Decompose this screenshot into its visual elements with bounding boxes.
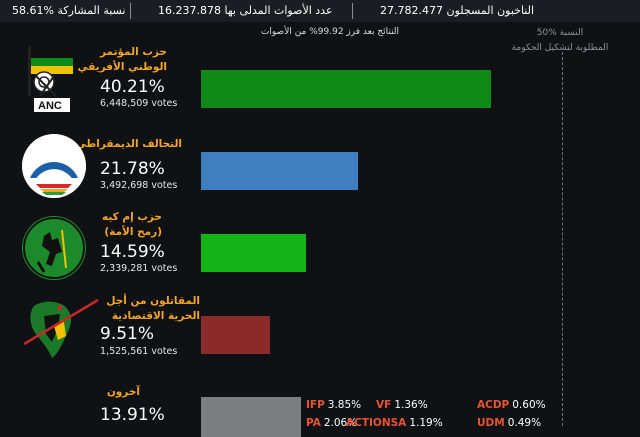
- threshold-label-line2: المطلوبة لتشكيل الحكومة: [511, 43, 609, 53]
- others-item: UDM 0.49%: [477, 417, 541, 429]
- others-item-value: 0.60%: [512, 399, 546, 411]
- party-name-line: المقاتلون من أجل: [106, 295, 200, 307]
- mk-logo: [22, 216, 86, 280]
- bar-da: [201, 152, 358, 190]
- others-item-party: UDM: [477, 417, 505, 429]
- da-logo: [22, 134, 86, 198]
- others-item-party: ACDP: [477, 399, 510, 411]
- anc-logo: ANC: [26, 46, 78, 116]
- party-name-line: حزب إم كيه: [101, 211, 162, 223]
- threshold-label: 50% النسبة المطلوبة لتشكيل الحكومة: [500, 26, 620, 56]
- others-item-value: 3.85%: [327, 399, 362, 411]
- others-item-party: PA: [306, 417, 321, 429]
- others-item: IFP 3.85%: [306, 399, 361, 411]
- party-name-line: حزب المؤتمر: [100, 46, 167, 58]
- stats-bar: 58.61% نسبة المشاركة 16.237.878 عدد الأص…: [0, 0, 640, 22]
- threshold-line: [562, 52, 563, 426]
- party-name-line: الحرية الاقتصادية: [111, 310, 200, 322]
- party-pct-eff: 9.51%: [100, 324, 155, 344]
- party-name-line: (رمح الأمة): [104, 226, 162, 238]
- party-name-eff: المقاتلون من أجل الحرية الاقتصادية: [106, 294, 200, 324]
- party-name-line: التحالف الديمقراطي: [75, 138, 182, 150]
- divider: [130, 3, 131, 19]
- others-item: VF 1.36%: [376, 399, 428, 411]
- party-votes-anc: 6,448,509 votes: [100, 98, 178, 109]
- bar-eff: [201, 316, 270, 354]
- party-pct-mk: 14.59%: [100, 242, 165, 262]
- party-name-line: الوطني الأفريقي: [77, 61, 167, 73]
- bar-anc: [201, 70, 491, 108]
- party-name-others: آخرون: [107, 385, 140, 400]
- party-pct-others: 13.91%: [100, 405, 165, 425]
- bar-mk: [201, 234, 306, 272]
- votes-cast-label: عدد الأصوات المدلى بها: [224, 4, 333, 17]
- party-votes-da: 3,492,698 votes: [100, 180, 178, 191]
- party-name-da: التحالف الديمقراطي: [76, 137, 182, 152]
- party-pct-anc: 40.21%: [100, 77, 165, 97]
- results-subtitle: النتائج بعد فرز 99.92% من الأصوات: [260, 27, 400, 37]
- others-item-value: 0.49%: [507, 417, 542, 429]
- party-name-mk: حزب إم كيه (رمح الأمة): [102, 210, 162, 240]
- others-item-party: VF: [376, 399, 392, 411]
- turnout-label: نسبة المشاركة: [57, 4, 126, 17]
- threshold-label-line1: 50% النسبة: [536, 28, 584, 38]
- registered-label: الناخبون المسجلون: [446, 4, 535, 17]
- others-item-value: 1.19%: [409, 417, 443, 429]
- eff-logo: [23, 298, 100, 360]
- votes-cast-stat: 16.237.878 عدد الأصوات المدلى بها: [158, 4, 333, 17]
- turnout-stat: 58.61% نسبة المشاركة: [12, 4, 125, 17]
- party-votes-eff: 1,525,561 votes: [100, 346, 178, 357]
- party-votes-mk: 2,339,281 votes: [100, 263, 178, 274]
- others-item: ACTIONSA 1.19%: [346, 417, 443, 429]
- others-item-value: 1.36%: [394, 399, 428, 411]
- svg-text:ANC: ANC: [38, 100, 62, 112]
- registered-value: 27.782.477: [380, 4, 443, 17]
- others-item-party: IFP: [306, 399, 325, 411]
- divider: [352, 3, 353, 19]
- party-name-line: آخرون: [106, 386, 140, 398]
- others-item-party: ACTIONSA: [346, 417, 407, 429]
- party-name-anc: حزب المؤتمر الوطني الأفريقي: [77, 45, 167, 75]
- turnout-value: 58.61%: [12, 4, 54, 17]
- registered-stat: 27.782.477 الناخبون المسجلون: [380, 4, 534, 17]
- others-item: ACDP 0.60%: [477, 399, 546, 411]
- party-pct-da: 21.78%: [100, 159, 165, 179]
- votes-cast-value: 16.237.878: [158, 4, 221, 17]
- bar-others: [201, 397, 301, 437]
